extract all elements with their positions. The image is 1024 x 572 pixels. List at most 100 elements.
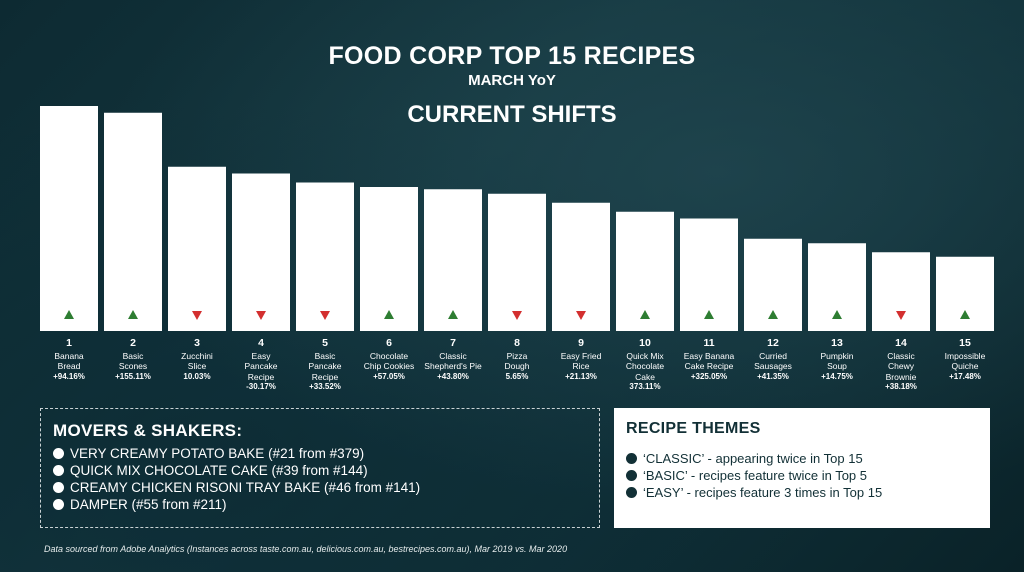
section-heading: CURRENT SHIFTS <box>407 101 617 128</box>
themes-item-text: ‘BASIC’ - recipes feature twice in Top 5 <box>643 468 867 483</box>
recipe-name-line: Basic <box>314 350 336 361</box>
movers-item: QUICK MIX CHOCOLATE CAKE (#39 from #144) <box>53 462 587 479</box>
change-label: 10.03% <box>183 371 211 381</box>
recipe-name-line: Bread <box>57 361 81 371</box>
category-label-9: 9 Easy Fried Rice +21.13% <box>549 338 613 382</box>
trend-up-icon <box>832 310 842 319</box>
recipe-themes-panel: RECIPE THEMES ‘CLASSIC’ - appearing twic… <box>614 408 990 528</box>
chart-title: FOOD CORP TOP 15 RECIPES <box>328 42 696 70</box>
trend-down-icon <box>512 311 522 320</box>
category-label-12: 12 Curried Sausages +41.35% <box>741 338 805 382</box>
data-source-footnote: Data sourced from Adobe Analytics (Insta… <box>44 544 568 554</box>
trend-up-icon <box>768 310 778 319</box>
recipe-name-line: Brownie <box>885 371 917 382</box>
recipe-name-line: Dough <box>504 361 530 371</box>
change-label: 373.11% <box>629 382 661 391</box>
rank-label: 2 <box>130 337 136 349</box>
change-label: +155.11% <box>115 371 151 381</box>
movers-item-text: VERY CREAMY POTATO BAKE (#21 from #379) <box>70 446 365 461</box>
movers-item-text: QUICK MIX CHOCOLATE CAKE (#39 from #144) <box>70 463 368 478</box>
change-label: +57.05% <box>373 371 405 381</box>
change-label: +33.52% <box>309 382 341 391</box>
movers-list: VERY CREAMY POTATO BAKE (#21 from #379) … <box>53 445 587 513</box>
bar-6 <box>360 187 418 331</box>
trend-down-icon <box>896 311 906 320</box>
change-label: +38.18% <box>885 382 917 391</box>
themes-list: ‘CLASSIC’ - appearing twice in Top 15 ‘B… <box>626 450 978 501</box>
recipe-name-line: Classic <box>887 350 915 361</box>
change-label: +94.16% <box>53 371 85 381</box>
bullet-icon <box>626 470 637 481</box>
trend-down-icon <box>192 311 202 320</box>
trend-up-icon <box>448 310 458 319</box>
rank-label: 15 <box>959 337 971 349</box>
recipe-name-line: Soup <box>827 361 847 371</box>
movers-item-text: DAMPER (#55 from #211) <box>70 497 227 512</box>
rank-label: 4 <box>258 337 264 349</box>
recipe-name-line: Shepherd's Pie <box>424 361 482 371</box>
category-label-2: 2 Basic Scones +155.11% <box>101 338 165 382</box>
bar-15 <box>936 256 994 331</box>
movers-item: VERY CREAMY POTATO BAKE (#21 from #379) <box>53 445 587 462</box>
rank-label: 7 <box>450 337 456 349</box>
change-label: +14.75% <box>821 371 853 381</box>
rank-label: 6 <box>386 337 392 349</box>
bar-8 <box>488 193 546 331</box>
recipe-name-line: Sausages <box>754 361 792 371</box>
recipe-name-line: Recipe <box>247 371 275 382</box>
rank-label: 12 <box>767 337 779 349</box>
change-label: -30.17% <box>246 382 276 391</box>
rank-label: 8 <box>514 337 520 349</box>
change-label: 5.65% <box>505 371 529 381</box>
change-label: +17.48% <box>949 371 981 381</box>
trend-up-icon <box>384 310 394 319</box>
movers-title: MOVERS & SHAKERS: <box>53 421 243 440</box>
movers-item: CREAMY CHICKEN RISONI TRAY BAKE (#46 fro… <box>53 479 587 496</box>
recipe-name-line: Pancake <box>244 361 278 371</box>
category-label-6: 6 Chocolate Chip Cookies +57.05% <box>357 338 421 382</box>
recipe-name-line: Classic <box>439 350 467 361</box>
recipe-name-line: Quiche <box>951 361 979 371</box>
recipe-name-line: Recipe <box>311 371 339 382</box>
chart-subtitle: MARCH YoY <box>468 72 556 89</box>
recipe-name-line: Banana <box>54 350 84 361</box>
recipe-name-line: Quick Mix <box>626 350 664 361</box>
recipe-name-line: Curried <box>759 350 787 361</box>
trend-up-icon <box>960 310 970 319</box>
recipe-name-line: Cake Recipe <box>684 361 734 371</box>
recipe-name-line: Rice <box>572 361 590 371</box>
bullet-icon <box>53 465 64 476</box>
rank-label: 5 <box>322 337 328 349</box>
movers-and-shakers-panel: MOVERS & SHAKERS: VERY CREAMY POTATO BAK… <box>40 408 600 528</box>
recipe-name-line: Pumpkin <box>820 350 854 361</box>
category-label-15: 15 Impossible Quiche +17.48% <box>933 338 997 382</box>
recipe-name-line: Slice <box>187 361 207 371</box>
recipe-name-line: Impossible <box>944 350 986 361</box>
bar-7 <box>424 189 482 331</box>
bullet-icon <box>626 453 637 464</box>
themes-item-text: ‘CLASSIC’ - appearing twice in Top 15 <box>643 451 863 466</box>
recipe-name-line: Pizza <box>506 350 528 361</box>
movers-item: DAMPER (#55 from #211) <box>53 496 587 513</box>
themes-item: ‘BASIC’ - recipes feature twice in Top 5 <box>626 467 978 484</box>
recipe-name-line: Chewy <box>888 361 914 371</box>
category-label-11: 11 Easy Banana Cake Recipe +325.05% <box>677 338 741 382</box>
trend-up-icon <box>704 310 714 319</box>
recipe-name-line: Scones <box>118 361 148 371</box>
recipe-name-line: Easy Fried <box>560 350 602 361</box>
trend-up-icon <box>128 310 138 319</box>
trend-down-icon <box>320 311 330 320</box>
category-label-8: 8 Pizza Dough 5.65% <box>485 338 549 382</box>
rank-label: 1 <box>66 337 72 349</box>
rank-label: 11 <box>703 337 715 349</box>
themes-title: RECIPE THEMES <box>626 420 761 437</box>
recipe-name-line: Basic <box>122 350 144 361</box>
movers-item-text: CREAMY CHICKEN RISONI TRAY BAKE (#46 fro… <box>70 480 421 495</box>
rank-label: 14 <box>895 337 907 349</box>
category-label-10: 10 Quick Mix Chocolate Cake 373.11% <box>613 338 677 393</box>
recipe-name-line: Pancake <box>308 361 342 371</box>
bullet-icon <box>53 499 64 510</box>
change-label: +43.80% <box>437 371 469 381</box>
trend-down-icon <box>256 311 266 320</box>
recipe-name-line: Chocolate <box>369 350 409 361</box>
